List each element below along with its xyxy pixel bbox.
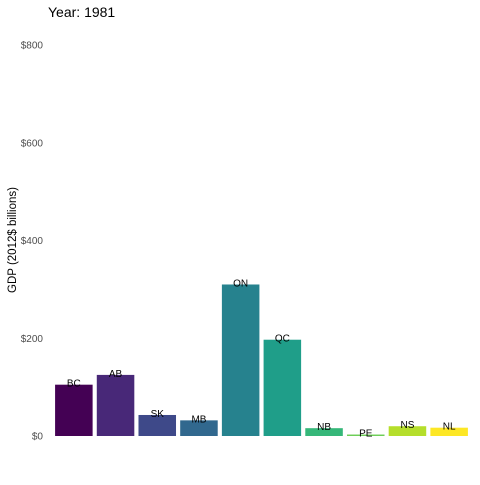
y-axis-ticks: $0 $200 $400 $600 $800 [21,41,44,443]
y-tick-label: $800 [21,41,44,52]
bar-label-sk: SK [151,409,165,420]
bar-label-ns: NS [400,420,414,431]
bar-qc [263,339,302,436]
bar-bc [55,384,93,436]
bar-ns [388,426,427,436]
bars-group [55,284,468,436]
bar-label-ab: AB [109,369,123,380]
y-tick-label: $0 [32,432,44,443]
bar-label-nb: NB [317,422,331,433]
bar-nl [430,427,468,436]
bar-label-pe: PE [359,429,373,440]
y-tick-label: $200 [21,334,44,345]
bar-label-nl: NL [443,422,456,433]
bar-label-qc: QC [275,334,290,345]
bar-nb [305,428,343,436]
bar-label-bc: BC [67,379,81,390]
bar-mb [180,420,218,436]
bar-label-mb: MB [191,414,206,425]
bar-sk [138,414,177,436]
chart-title: Year: 1981 [48,4,115,20]
bar-pe [346,434,385,436]
y-tick-label: $600 [21,138,44,149]
bar-on [221,284,260,436]
y-axis-label: GDP (2012$ billions) [7,187,19,293]
bar-label-on: ON [233,278,248,289]
bar-ab [96,374,135,436]
y-tick-label: $400 [21,236,44,247]
bar-labels-group: BC AB SK MB ON QC NB PE NS NL [67,278,456,439]
